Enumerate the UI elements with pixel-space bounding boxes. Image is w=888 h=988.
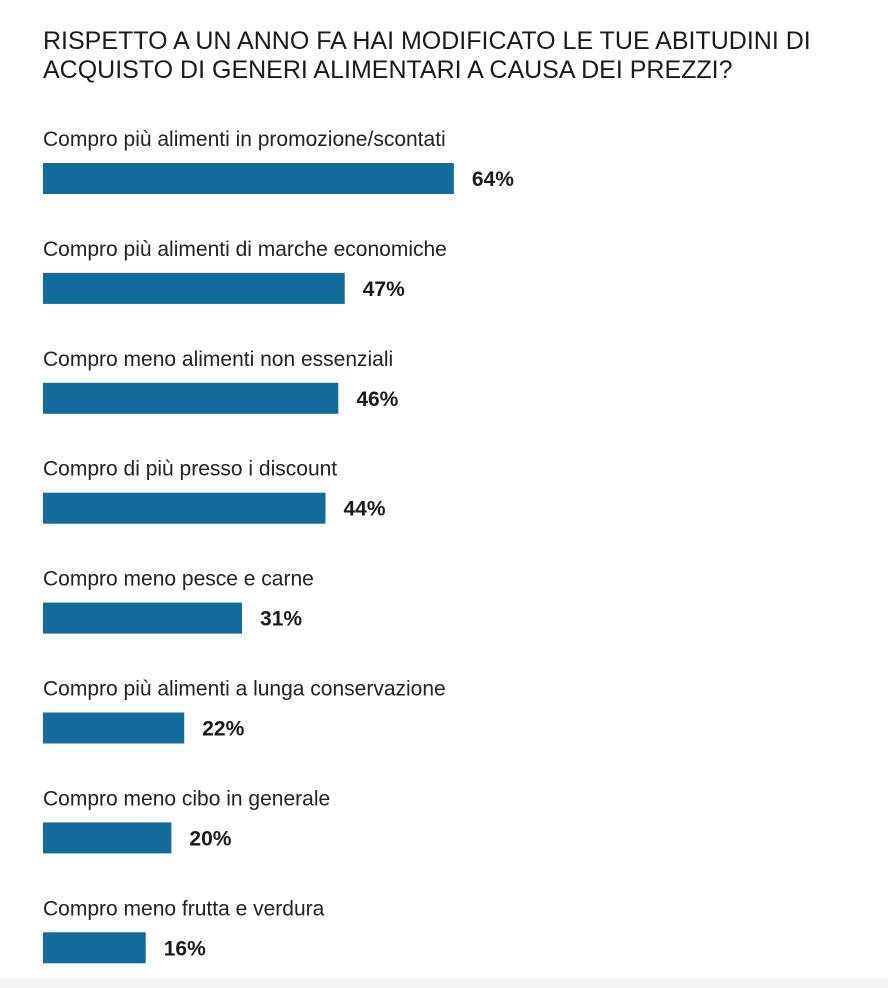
bottom-strip: [0, 978, 888, 988]
category-label: Compro meno cibo in generale: [43, 787, 330, 810]
bar: [43, 272, 345, 304]
bar: [43, 492, 326, 524]
value-label: 64%: [472, 168, 514, 191]
category-label: Compro meno alimenti non essenziali: [43, 348, 393, 371]
bar: [43, 712, 185, 744]
bar: [43, 932, 146, 964]
bar: [43, 382, 339, 414]
bar: [43, 163, 454, 194]
bar: [43, 602, 243, 634]
category-label: Compro più alimenti a lunga conservazion…: [43, 678, 446, 701]
category-label: Compro più alimenti in promozione/sconta…: [43, 128, 446, 151]
category-label: Compro meno frutta e verdura: [43, 897, 325, 920]
value-label: 46%: [356, 388, 398, 411]
category-label: Compro di più presso i discount: [43, 458, 337, 481]
value-label: 31%: [260, 608, 302, 631]
value-label: 20%: [189, 827, 231, 850]
value-label: 16%: [164, 937, 206, 960]
category-label: Compro meno pesce e carne: [43, 568, 314, 591]
value-label: 44%: [343, 498, 385, 521]
chart-title: RISPETTO A UN ANNO FA HAI MODIFICATO LE …: [43, 27, 811, 84]
bar: [43, 822, 172, 854]
value-label: 47%: [363, 278, 405, 301]
category-label: Compro più alimenti di marche economiche: [43, 238, 447, 261]
value-label: 22%: [202, 718, 244, 741]
